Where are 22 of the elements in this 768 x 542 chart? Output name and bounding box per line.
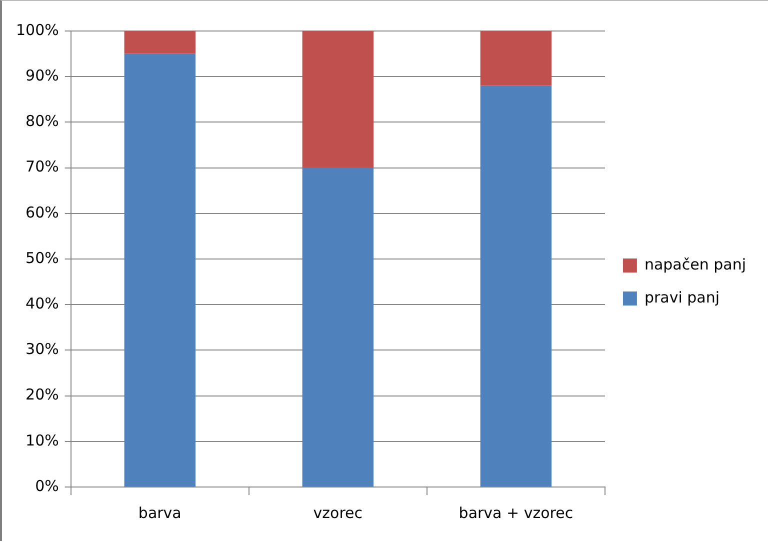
legend-label: pravi panj: [644, 288, 720, 306]
y-tick-label: 80%: [26, 112, 59, 130]
y-tick-label: 40%: [26, 294, 59, 312]
bar: [124, 54, 196, 486]
x-tick-label: barva + vzorec: [458, 504, 574, 522]
bar: [302, 168, 374, 486]
y-tick-label: 30%: [26, 340, 59, 358]
y-tick-label: 90%: [26, 66, 59, 84]
y-tick-label: 0%: [35, 476, 59, 495]
y-tick-label: 60%: [26, 203, 59, 222]
legend-label: napačen panj: [644, 255, 746, 274]
x-tick-label: vzorec: [313, 504, 363, 522]
y-tick-label: 50%: [26, 248, 59, 267]
bar: [480, 86, 552, 486]
y-tick-label: 100%: [16, 20, 59, 39]
x-tick-label: barva: [138, 504, 182, 522]
y-tick-label: 20%: [26, 386, 59, 404]
bar: [302, 31, 374, 168]
y-tick-label: 10%: [26, 431, 59, 450]
bar: [480, 31, 552, 86]
bar: [124, 31, 196, 54]
y-tick-label: 70%: [26, 158, 59, 176]
